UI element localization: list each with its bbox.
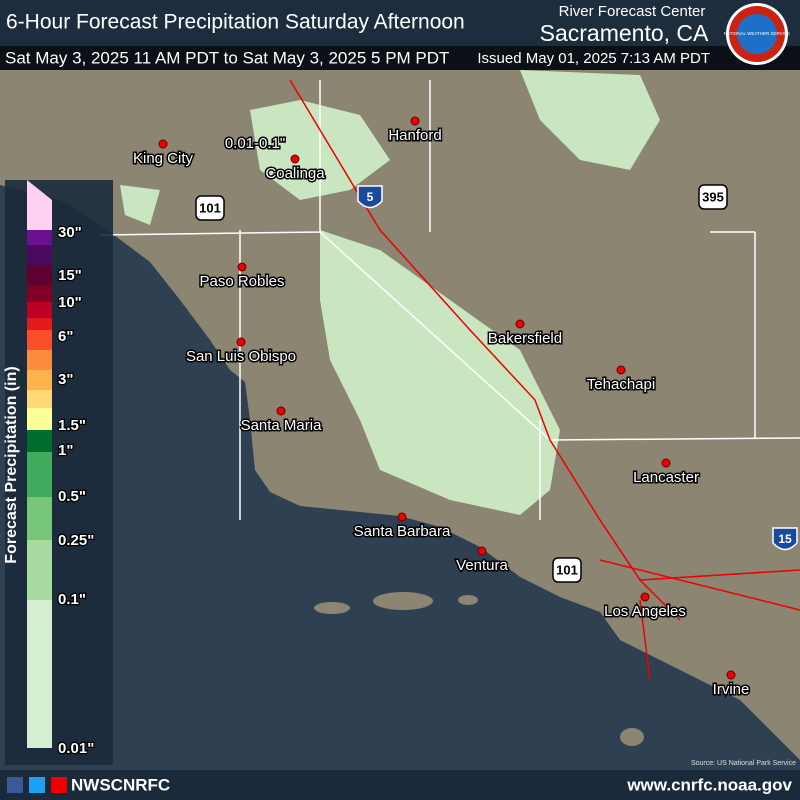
logo-center (737, 14, 777, 54)
legend-band (27, 230, 52, 245)
city-dot (726, 670, 736, 680)
islands (314, 592, 644, 746)
city-dot (410, 116, 420, 126)
legend-band (27, 350, 52, 370)
city-dot (276, 406, 286, 416)
legend-band (27, 245, 52, 265)
highway-label: 101 (556, 562, 578, 577)
legend-title: Forecast Precipitation (in) (3, 366, 20, 563)
legend-band (27, 370, 52, 390)
us-shield (552, 557, 582, 583)
legend-arrow (27, 180, 52, 230)
legend-label: 1" (58, 442, 73, 459)
city-label: San Luis Obispo (186, 348, 296, 365)
facebook-icon[interactable] (7, 777, 23, 793)
title: 6-Hour Forecast Precipitation Saturday A… (6, 11, 465, 34)
youtube-icon[interactable] (51, 777, 67, 793)
city-dot (237, 262, 247, 272)
precip-area (120, 70, 660, 515)
city-dot (640, 592, 650, 602)
city-label: Paso Robles (199, 273, 284, 290)
legend-band (27, 430, 52, 452)
legend-label: 3" (58, 371, 73, 388)
city-dot (661, 458, 671, 468)
twitter-icon[interactable] (29, 777, 45, 793)
city-dot (236, 337, 246, 347)
city-label: Santa Barbara (354, 523, 451, 540)
city-dot (477, 546, 487, 556)
legend-box (5, 180, 113, 765)
legend-band (27, 285, 52, 302)
legend-band (27, 265, 52, 285)
legend-band (27, 497, 52, 540)
city-label: King City (133, 150, 194, 167)
island (314, 602, 350, 614)
legend-label: 15" (58, 267, 82, 284)
nws-logo: NATIONAL WEATHER SERVICE (724, 3, 790, 65)
city-label: Coalinga (265, 165, 325, 182)
legend-band (27, 390, 52, 408)
social-handle[interactable]: NWSCNRFC (71, 775, 170, 794)
url[interactable]: www.cnrfc.noaa.gov (626, 775, 792, 794)
legend-band (27, 452, 52, 497)
us-shield (195, 195, 225, 221)
source: Source: US National Park Service (691, 760, 796, 767)
legend-label: 1.5" (58, 417, 86, 434)
interstate-shield (772, 527, 798, 551)
city-label: Bakersfield (488, 330, 562, 347)
legend-label: 0.1" (58, 591, 86, 608)
city-label: Los Angeles (604, 603, 686, 620)
city-dot (397, 512, 407, 522)
city-dot (290, 154, 300, 164)
location: Sacramento, CA (540, 20, 709, 46)
highway-label: 15 (778, 532, 792, 546)
city-dot (515, 319, 525, 329)
issued: Issued May 01, 2025 7:13 AM PDT (477, 50, 710, 67)
highway-label: 5 (367, 190, 374, 204)
legend-band (27, 302, 52, 318)
legend-band (27, 408, 52, 430)
legend-band (27, 318, 52, 330)
city-label: Ventura (456, 557, 508, 574)
boundaries (99, 80, 800, 520)
logo-text: NATIONAL WEATHER SERVICE (724, 31, 790, 36)
legend-label: 0.25" (58, 532, 94, 549)
city-label: Tehachapi (587, 376, 655, 393)
interstate-shield (357, 185, 383, 209)
subtitle-bar (0, 46, 800, 70)
city-label: Lancaster (633, 469, 699, 486)
legend-bar (27, 180, 52, 748)
legend-band (27, 600, 52, 748)
island (458, 595, 478, 605)
footer-bar (0, 770, 800, 800)
legend-label: 30" (58, 224, 82, 241)
us-shield (698, 184, 728, 210)
title-bar (0, 0, 800, 46)
legend-label: 6" (58, 328, 73, 345)
highway-label: 395 (702, 189, 724, 204)
legend-label: 0.5" (58, 488, 86, 505)
annotation: 0.01-0.1" (225, 135, 285, 152)
legend-band (27, 540, 52, 600)
legend-band (27, 330, 52, 350)
legend-label: 0.01" (58, 740, 94, 757)
island (373, 592, 433, 610)
island (620, 728, 644, 746)
valid-period: Sat May 3, 2025 11 AM PDT to Sat May 3, … (5, 48, 449, 67)
city-label: Santa Maria (241, 417, 323, 434)
center-name: River Forecast Center (559, 3, 706, 20)
city-dot (616, 365, 626, 375)
city-label: Irvine (713, 681, 750, 698)
legend-label: 10" (58, 294, 82, 311)
roads (289, 79, 800, 681)
highway-label: 101 (199, 200, 221, 215)
city-dot (158, 139, 168, 149)
city-label: Hanford (388, 127, 441, 144)
